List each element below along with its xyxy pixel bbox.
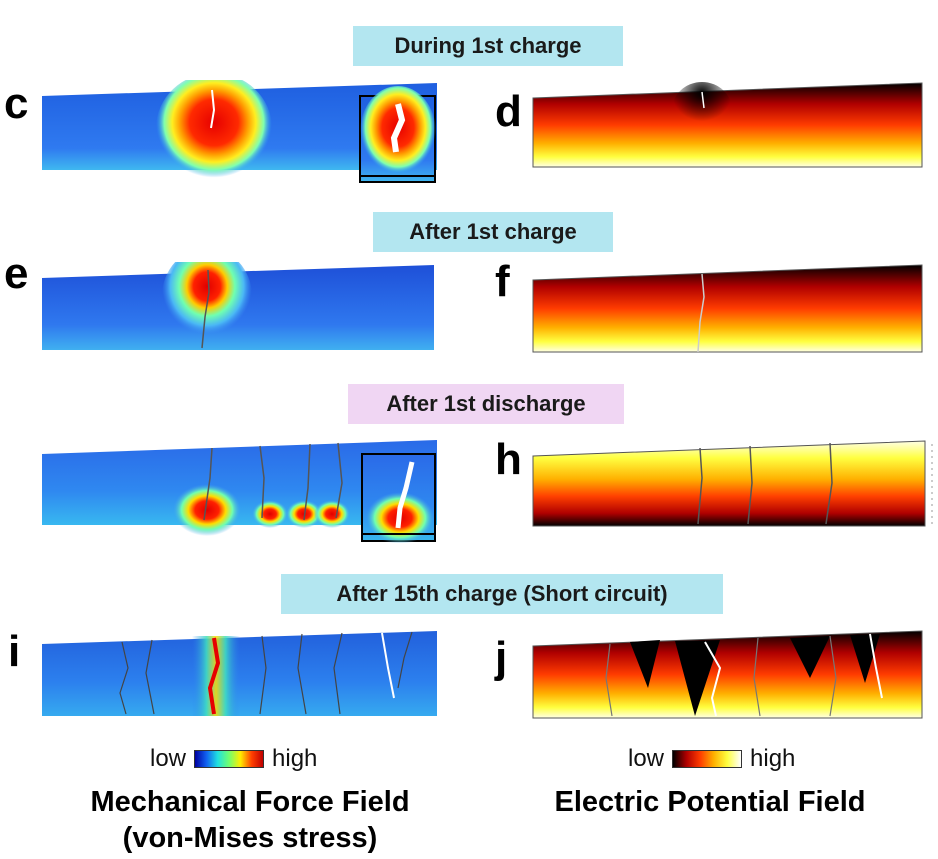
legend-potential-high-label: high — [750, 745, 796, 772]
title-mechanical-force-field: Mechanical Force Field (von-Mises stress… — [40, 784, 460, 856]
stage-banner-1: During 1st charge — [353, 26, 623, 66]
legend-stress-high-label: high — [272, 745, 318, 772]
legend-potential: low high — [628, 745, 795, 773]
legend-potential-low-label: low — [628, 745, 665, 772]
title-left-line1: Mechanical Force Field — [90, 786, 410, 818]
panel-letter-j: j — [495, 633, 508, 682]
panel-letter-i: i — [8, 627, 21, 676]
title-left-line2: (von-Mises stress) — [122, 822, 378, 854]
panel-g-stress-field — [42, 438, 442, 543]
panel-h-potential-field — [530, 438, 935, 533]
panel-i-stress-field — [42, 628, 442, 723]
panel-f-potential-field — [530, 262, 930, 357]
panel-letter-c: c — [4, 79, 29, 128]
title-electric-potential-field: Electric Potential Field — [554, 786, 866, 818]
panel-c-stress-field — [42, 80, 442, 185]
panel-j-potential-field — [530, 628, 930, 723]
legend-stress: low high — [150, 745, 317, 773]
legend-stress-low-label: low — [150, 745, 187, 772]
stage-banner-4: After 15th charge (Short circuit) — [281, 574, 723, 614]
stage-banner-3: After 1st discharge — [348, 384, 624, 424]
legend-stress-colorbar — [194, 750, 265, 768]
panel-letter-d: d — [495, 87, 522, 136]
panel-e-stress-field — [42, 262, 442, 357]
panel-letter-h: h — [495, 435, 522, 484]
panel-letter-e: e — [4, 249, 29, 298]
panel-letter-f: f — [495, 257, 510, 306]
panel-d-potential-field — [530, 80, 930, 175]
legend-potential-colorbar — [672, 750, 743, 768]
stage-banner-2: After 1st charge — [373, 212, 613, 252]
